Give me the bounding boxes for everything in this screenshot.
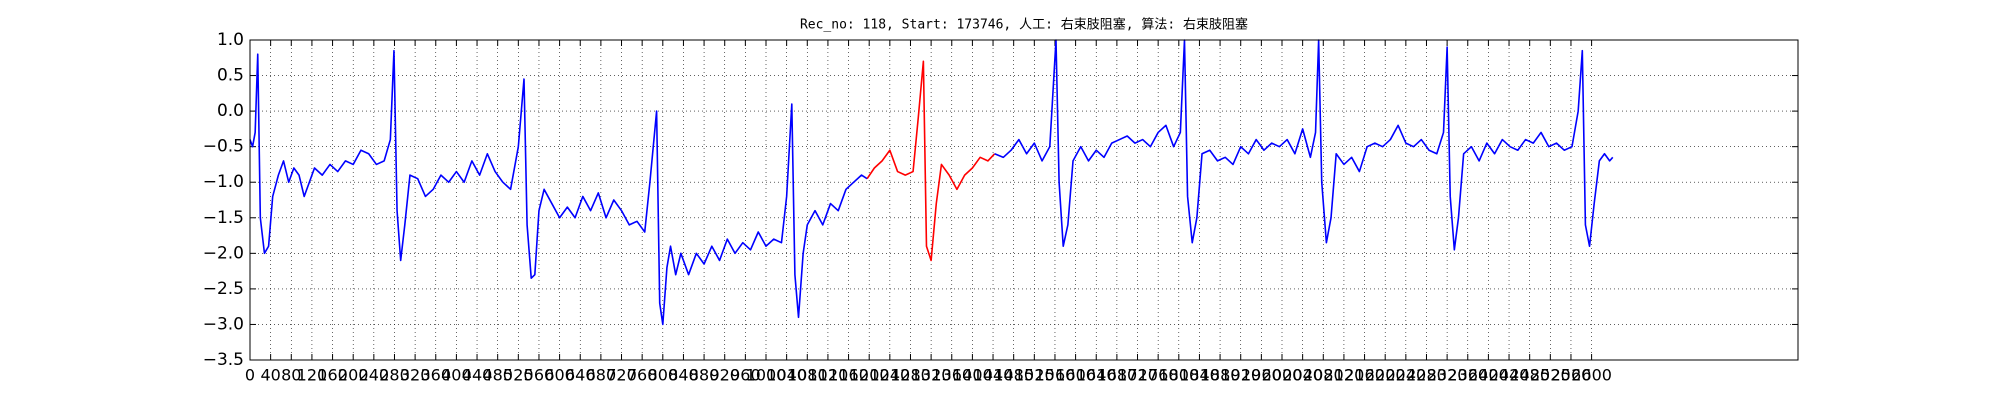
y-tick-label: 1.0 (217, 30, 244, 50)
x-tick-label: 2400 (1468, 366, 1509, 385)
x-tick-label: 600 (544, 366, 575, 385)
x-tick-label: 1240 (869, 366, 910, 385)
x-tick-label: 1160 (828, 366, 869, 385)
y-tick-label: −2.0 (203, 243, 244, 263)
x-tick-label: 2520 (1530, 366, 1571, 385)
x-tick-label: 400 (441, 366, 472, 385)
x-tick-label: 720 (606, 366, 637, 385)
x-tick-label: 0 (245, 366, 255, 385)
x-tick-label: 2480 (1509, 366, 1550, 385)
x-tick-label: 1400 (952, 366, 993, 385)
x-tick-label: 1960 (1241, 366, 1282, 385)
x-tick-label: 240 (359, 366, 390, 385)
x-tick-label: 2280 (1406, 366, 1447, 385)
plot-frame (249, 39, 1799, 361)
x-tick-label: 560 (524, 366, 555, 385)
x-tick-label: 160 (317, 366, 348, 385)
x-tick-label: 1560 (1035, 366, 1076, 385)
x-tick-label: 880 (689, 366, 720, 385)
y-tick-label: −3.0 (203, 314, 244, 334)
x-tick-label: 2080 (1303, 366, 1344, 385)
x-tick-label: 1920 (1220, 366, 1261, 385)
x-tick-label: 1280 (890, 366, 931, 385)
x-tick-label: 1720 (1117, 366, 1158, 385)
x-tick-label: 280 (379, 366, 410, 385)
y-tick-label: −2.5 (203, 279, 244, 299)
x-tick-label: 120 (297, 366, 328, 385)
x-tick-label: 1520 (1014, 366, 1055, 385)
x-tick-label: 2240 (1385, 366, 1426, 385)
y-tick-label: −0.5 (203, 137, 244, 157)
x-tick-label: 1800 (1158, 366, 1199, 385)
y-tick-label: −3.5 (203, 350, 244, 370)
x-tick-label: 2600 (1571, 366, 1612, 385)
x-tick-label: 1200 (849, 366, 890, 385)
y-tick-label: −1.0 (203, 172, 244, 192)
x-tick-label: 360 (420, 366, 451, 385)
x-tick-label: 1080 (787, 366, 828, 385)
x-tick-label: 1600 (1055, 366, 1096, 385)
x-tick-label: 1680 (1097, 366, 1138, 385)
x-tick-label: 1040 (766, 366, 807, 385)
x-tick-label: 1480 (993, 366, 1034, 385)
x-tick-label: 920 (709, 366, 740, 385)
x-tick-label: 80 (281, 366, 301, 385)
x-tick-label: 40 (260, 366, 280, 385)
x-tick-label: 760 (627, 366, 658, 385)
x-tick-label: 1440 (973, 366, 1014, 385)
x-tick-label: 320 (400, 366, 431, 385)
x-tick-label: 840 (668, 366, 699, 385)
x-tick-label: 1640 (1076, 366, 1117, 385)
x-tick-label: 800 (648, 366, 679, 385)
y-tick-label: 0.5 (217, 66, 244, 86)
x-tick-label: 520 (503, 366, 534, 385)
y-tick-label: −1.5 (203, 208, 244, 228)
x-tick-label: 1840 (1179, 366, 1220, 385)
signal-line (249, 49, 868, 326)
signal-line (994, 39, 1614, 251)
x-tick-label: 2440 (1489, 366, 1530, 385)
x-tick-label: 2000 (1262, 366, 1303, 385)
x-tick-label: 960 (730, 366, 761, 385)
x-tick-label: 680 (586, 366, 617, 385)
x-tick-label: 640 (565, 366, 596, 385)
x-tick-label: 440 (462, 366, 493, 385)
y-tick-label: 0.0 (217, 101, 244, 121)
x-tick-label: 200 (338, 366, 369, 385)
x-tick-label: 1320 (911, 366, 952, 385)
x-tick-label: 1120 (808, 366, 849, 385)
x-tick-label: 480 (482, 366, 513, 385)
x-tick-label: 2040 (1282, 366, 1323, 385)
signal-line (866, 60, 996, 262)
x-tick-label: 2120 (1324, 366, 1365, 385)
x-tick-label: 1880 (1200, 366, 1241, 385)
x-tick-label: 2160 (1344, 366, 1385, 385)
x-tick-label: 2200 (1365, 366, 1406, 385)
x-tick-label: 1760 (1138, 366, 1179, 385)
x-tick-label: 1360 (931, 366, 972, 385)
x-tick-label: 2360 (1447, 366, 1488, 385)
chart-title: Rec_no: 118, Start: 173746, 人工: 右束肢阻塞, 算… (800, 17, 1248, 33)
x-tick-label: 2560 (1551, 366, 1592, 385)
x-tick-label: 1000 (746, 366, 787, 385)
x-tick-label: 2320 (1427, 366, 1468, 385)
